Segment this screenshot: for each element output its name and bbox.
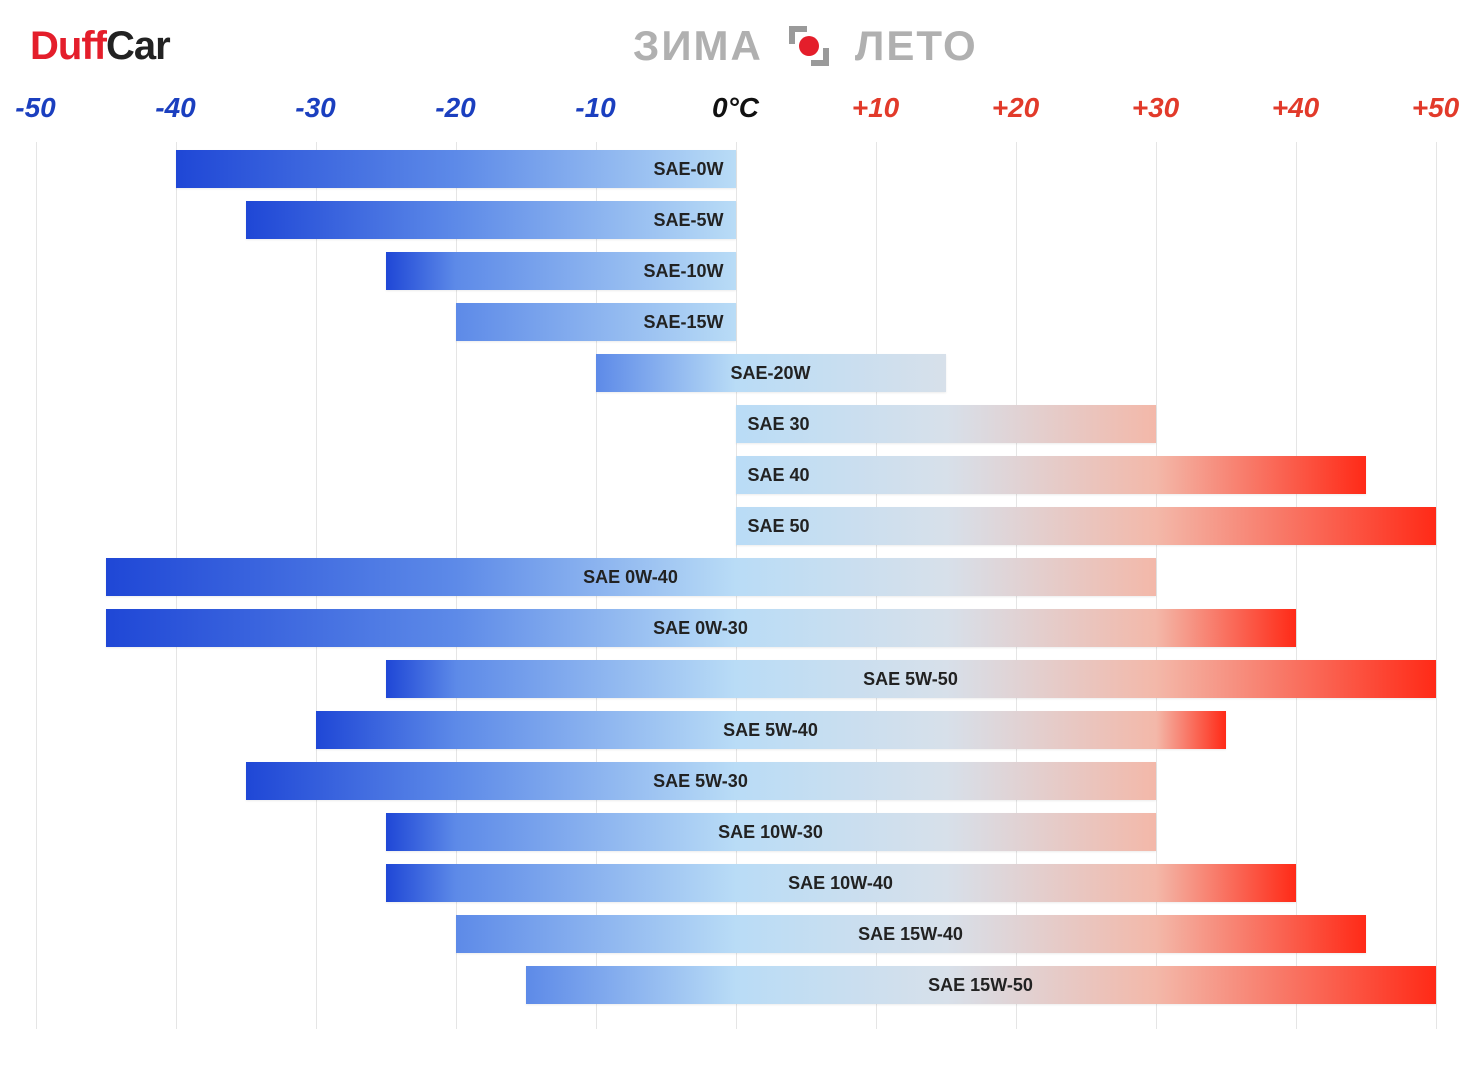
season-labels: ЗИМА ЛЕТО <box>170 20 1441 72</box>
oil-grade-bar: SAE 10W-30 <box>386 813 1156 851</box>
oil-grade-bar: SAE-15W <box>456 303 736 341</box>
bar-row: SAE 15W-50 <box>36 958 1436 1009</box>
gridline <box>1436 142 1437 1029</box>
axis-tick-label: +50 <box>1412 92 1460 124</box>
bar-label: SAE-10W <box>631 261 735 282</box>
bar-row: SAE-5W <box>36 193 1436 244</box>
summer-label: ЛЕТО <box>855 22 978 70</box>
bar-label: SAE 15W-40 <box>846 924 975 945</box>
oil-grade-bar: SAE 15W-50 <box>526 966 1436 1004</box>
axis-tick-label: -50 <box>15 92 55 124</box>
axis-tick-label: +40 <box>1272 92 1320 124</box>
logo-part1: Duff <box>30 24 106 68</box>
temperature-axis: -50-40-30-20-100°C+10+20+30+40+50 <box>36 92 1436 142</box>
bar-row: SAE 30 <box>36 397 1436 448</box>
oil-grade-bar: SAE 40 <box>736 456 1366 494</box>
oil-grade-bar: SAE-10W <box>386 252 736 290</box>
bar-label: SAE 30 <box>736 414 822 435</box>
header: DuffCar ЗИМА ЛЕТО <box>30 20 1441 72</box>
bar-label: SAE 5W-30 <box>641 771 760 792</box>
logo: DuffCar <box>30 24 170 69</box>
bar-label: SAE 10W-30 <box>706 822 835 843</box>
bar-label: SAE 5W-50 <box>851 669 970 690</box>
axis-tick-label: 0°C <box>712 92 759 124</box>
axis-tick-label: -20 <box>435 92 475 124</box>
chart: -50-40-30-20-100°C+10+20+30+40+50 SAE-0W… <box>36 92 1436 1029</box>
bar-row: SAE-20W <box>36 346 1436 397</box>
season-icon <box>783 20 835 72</box>
bar-row: SAE 5W-40 <box>36 703 1436 754</box>
winter-label: ЗИМА <box>633 22 763 70</box>
bar-label: SAE-0W <box>641 159 735 180</box>
bar-row: SAE 10W-40 <box>36 856 1436 907</box>
bar-row: SAE-0W <box>36 142 1436 193</box>
axis-tick-label: +10 <box>852 92 900 124</box>
bar-row: SAE 0W-40 <box>36 550 1436 601</box>
bar-label: SAE-5W <box>641 210 735 231</box>
oil-grade-bar: SAE 30 <box>736 405 1156 443</box>
axis-tick-label: +20 <box>992 92 1040 124</box>
oil-grade-bar: SAE-0W <box>176 150 736 188</box>
oil-grade-bar: SAE-5W <box>246 201 736 239</box>
bar-label: SAE-15W <box>631 312 735 333</box>
bar-row: SAE 5W-30 <box>36 754 1436 805</box>
axis-tick-label: -30 <box>295 92 335 124</box>
oil-grade-bar: SAE 15W-40 <box>456 915 1366 953</box>
oil-grade-bar: SAE 5W-40 <box>316 711 1226 749</box>
plot-area: SAE-0W SAE-5W SAE-10W SAE-15W SAE-20W SAE 30 S… <box>36 142 1436 1029</box>
bar-row: SAE-15W <box>36 295 1436 346</box>
bar-row: SAE 50 <box>36 499 1436 550</box>
bar-row: SAE 5W-50 <box>36 652 1436 703</box>
oil-grade-bar: SAE 5W-30 <box>246 762 1156 800</box>
bar-label: SAE 0W-40 <box>571 567 690 588</box>
oil-grade-bar: SAE-20W <box>596 354 946 392</box>
bar-label: SAE 10W-40 <box>776 873 905 894</box>
bar-row: SAE 15W-40 <box>36 907 1436 958</box>
bar-label: SAE-20W <box>718 363 822 384</box>
bar-label: SAE 15W-50 <box>916 975 1045 996</box>
oil-grade-bar: SAE 0W-30 <box>106 609 1296 647</box>
bar-label: SAE 50 <box>736 516 822 537</box>
bar-row: SAE 0W-30 <box>36 601 1436 652</box>
oil-grade-bar: SAE 10W-40 <box>386 864 1296 902</box>
oil-grade-bar: SAE 0W-40 <box>106 558 1156 596</box>
bar-label: SAE 40 <box>736 465 822 486</box>
axis-tick-label: -40 <box>155 92 195 124</box>
bar-label: SAE 0W-30 <box>641 618 760 639</box>
logo-part2: Car <box>106 24 170 68</box>
axis-tick-label: -10 <box>575 92 615 124</box>
axis-tick-label: +30 <box>1132 92 1180 124</box>
oil-grade-bar: SAE 5W-50 <box>386 660 1436 698</box>
bar-row: SAE-10W <box>36 244 1436 295</box>
oil-grade-bar: SAE 50 <box>736 507 1436 545</box>
bar-label: SAE 5W-40 <box>711 720 830 741</box>
bar-row: SAE 40 <box>36 448 1436 499</box>
bar-row: SAE 10W-30 <box>36 805 1436 856</box>
